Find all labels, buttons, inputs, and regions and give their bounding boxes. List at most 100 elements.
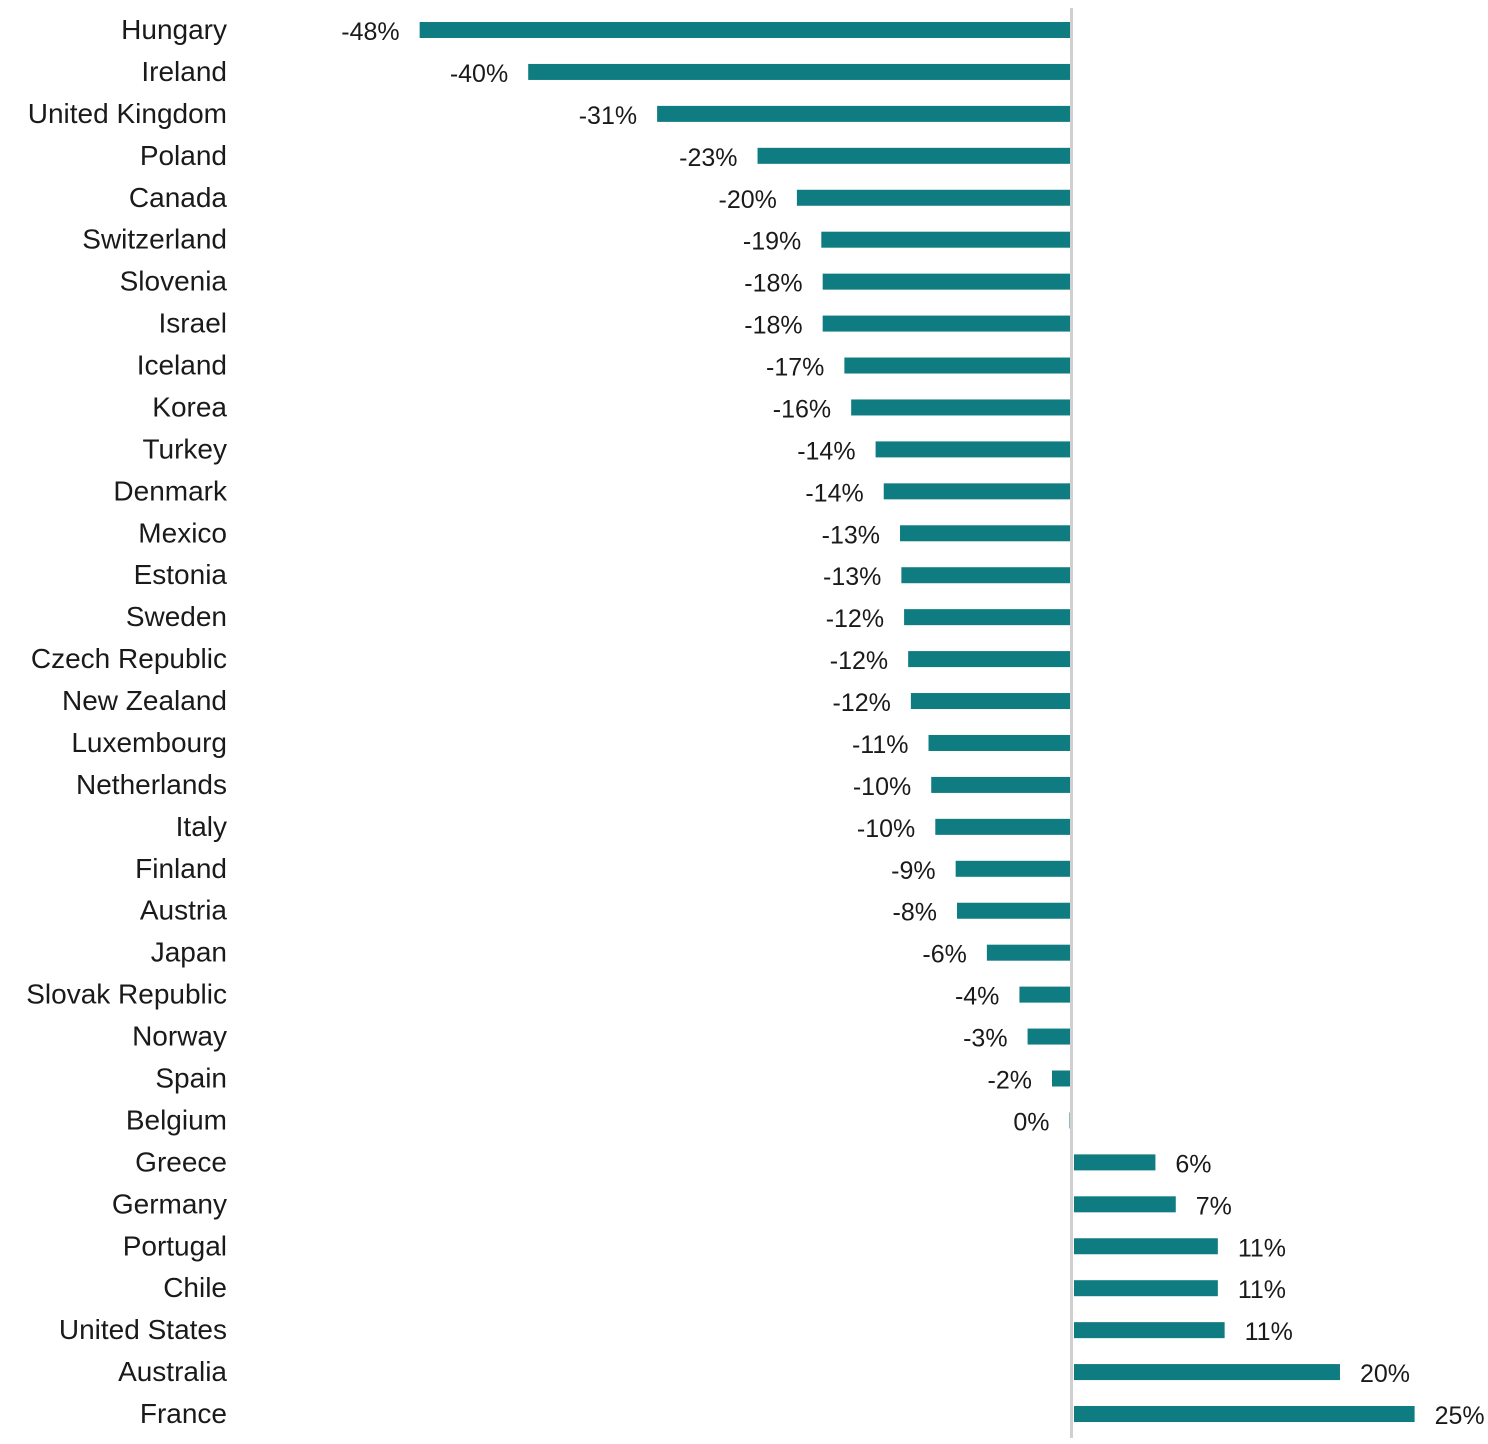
data-label: -10% <box>853 773 911 801</box>
data-label: -23% <box>679 144 737 172</box>
category-label: Australia <box>118 1356 227 1387</box>
bar-portugal <box>1074 1238 1218 1255</box>
bar-estonia <box>901 567 1071 584</box>
bar-finland <box>955 860 1071 877</box>
data-label: -4% <box>955 983 999 1011</box>
data-label: -12% <box>830 647 888 675</box>
bar-mexico <box>900 525 1071 542</box>
data-label: -16% <box>773 395 831 423</box>
bar-norway <box>1027 1028 1071 1045</box>
category-label: France <box>140 1398 227 1429</box>
category-label: Switzerland <box>82 224 227 255</box>
bar-denmark <box>883 483 1071 500</box>
data-label: -19% <box>743 228 801 256</box>
category-label: Italy <box>176 811 227 842</box>
category-label: Korea <box>152 391 227 422</box>
data-label: -17% <box>766 354 824 382</box>
category-label: United States <box>59 1314 227 1345</box>
bar-ireland <box>528 63 1071 80</box>
category-label: Ireland <box>141 56 227 87</box>
category-label: Chile <box>163 1272 227 1303</box>
bar-israel <box>822 315 1071 332</box>
bar-luxembourg <box>928 734 1071 751</box>
category-label: Slovenia <box>120 266 228 297</box>
category-labels: Hungary Ireland United Kingdom Poland Canada… <box>26 14 228 1429</box>
data-label: 11% <box>1238 1234 1286 1262</box>
bar-greece <box>1074 1154 1156 1171</box>
category-label: Hungary <box>121 14 227 45</box>
category-label: Luxembourg <box>71 727 227 758</box>
category-label: Slovak Republic <box>26 979 227 1010</box>
data-label: 7% <box>1196 1192 1232 1220</box>
category-label: Iceland <box>137 350 227 381</box>
data-label: -13% <box>823 563 881 591</box>
category-label: Japan <box>151 937 227 968</box>
data-label: -13% <box>822 521 880 549</box>
data-label: -14% <box>797 437 855 465</box>
bar-netherlands <box>931 776 1071 793</box>
category-label: Denmark <box>113 475 228 506</box>
data-label: -2% <box>988 1067 1032 1095</box>
data-label: -9% <box>891 857 935 885</box>
category-label: Portugal <box>123 1230 227 1261</box>
bar-new-zealand <box>910 693 1071 710</box>
data-label: -40% <box>450 60 508 88</box>
data-label: -14% <box>805 479 863 507</box>
data-label: 25% <box>1435 1402 1485 1430</box>
bar-switzerland <box>821 231 1071 248</box>
data-label: 6% <box>1175 1150 1211 1178</box>
data-label: 11% <box>1245 1318 1293 1346</box>
data-labels: -48% -40% -31% -23% -20% -19% -18% -18% -17% -16%… <box>341 18 1484 1430</box>
bar-chile <box>1074 1280 1218 1297</box>
bar-czech-republic <box>908 651 1071 668</box>
category-label: Czech Republic <box>31 643 227 674</box>
bar-poland <box>757 147 1071 164</box>
data-label: 0% <box>1013 1108 1049 1136</box>
category-label: Greece <box>135 1146 227 1177</box>
category-label: Germany <box>112 1188 227 1219</box>
data-label: -12% <box>832 689 890 717</box>
bar-canada <box>796 189 1071 206</box>
bar-turkey <box>875 441 1071 458</box>
category-label: Israel <box>159 308 227 339</box>
bar-france <box>1074 1406 1415 1423</box>
category-label: Netherlands <box>76 769 227 800</box>
bar-austria <box>957 902 1071 919</box>
bars-group <box>419 22 1415 1423</box>
category-label: Belgium <box>126 1104 227 1135</box>
bar-japan <box>986 944 1071 961</box>
data-label: 20% <box>1360 1360 1410 1388</box>
category-label: Spain <box>155 1063 227 1094</box>
data-label: -20% <box>719 186 777 214</box>
category-label: Sweden <box>126 601 227 632</box>
data-label: -3% <box>963 1025 1007 1053</box>
data-label: -31% <box>579 102 637 130</box>
bar-germany <box>1074 1196 1176 1213</box>
data-label: -6% <box>922 941 966 969</box>
bar-italy <box>935 818 1071 835</box>
bar-hungary <box>419 22 1071 38</box>
bar-australia <box>1074 1364 1340 1381</box>
bar-iceland <box>844 357 1071 374</box>
category-label: New Zealand <box>62 685 227 716</box>
bar-slovak-republic <box>1019 986 1071 1003</box>
data-label: -12% <box>826 605 884 633</box>
data-label: -11% <box>852 731 909 759</box>
bar-slovenia <box>822 273 1071 290</box>
category-label: Mexico <box>138 517 227 548</box>
category-label: Poland <box>140 140 227 171</box>
data-label: 11% <box>1238 1276 1286 1304</box>
data-label: -10% <box>857 815 915 843</box>
category-label: Canada <box>129 182 228 213</box>
bar-sweden <box>904 609 1071 626</box>
bar-united-kingdom <box>657 105 1071 122</box>
category-label: Estonia <box>134 559 228 590</box>
data-label: -8% <box>893 899 937 927</box>
data-label: -18% <box>744 270 802 298</box>
bar-korea <box>851 399 1071 416</box>
category-label: Norway <box>132 1021 227 1052</box>
bar-spain <box>1052 1070 1071 1087</box>
category-label: United Kingdom <box>28 98 227 129</box>
data-label: -18% <box>744 312 802 340</box>
